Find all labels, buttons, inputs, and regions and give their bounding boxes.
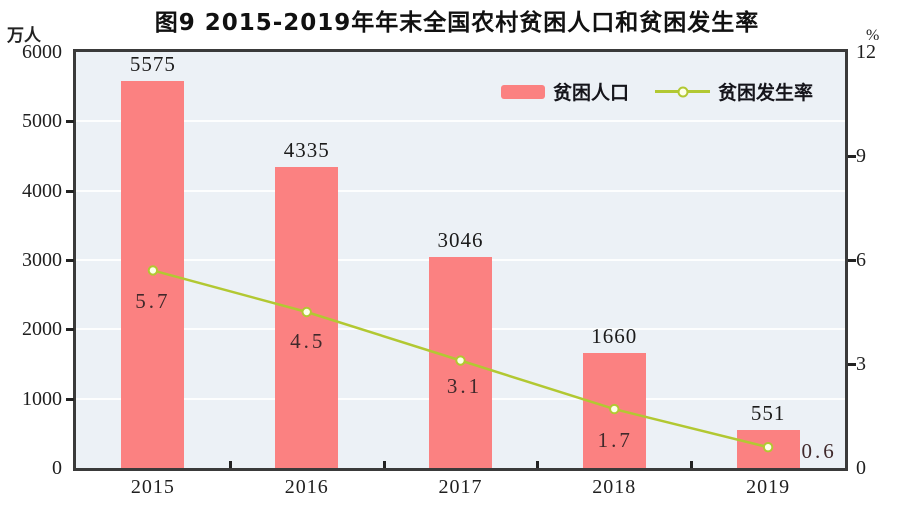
legend: 贫困人口 贫困发生率: [501, 78, 813, 105]
line-series-swatch-icon: [655, 86, 711, 97]
gridline: [76, 120, 845, 123]
bar-value-label: 4335: [283, 138, 330, 163]
rate-value-label: 1.7: [597, 428, 633, 453]
bar-value-label: 551: [750, 400, 786, 425]
y-tick-label-left: 2000: [22, 318, 62, 341]
rate-value-label: 0.6: [801, 439, 837, 464]
x-tick-mark: [382, 461, 386, 468]
right-axis-unit: %: [866, 27, 880, 44]
rate-value-label: 3.1: [446, 373, 483, 398]
y-tick-mark-left: [66, 189, 74, 193]
y-tick-mark-left: [66, 120, 74, 124]
line-marker-icon: [677, 86, 689, 97]
plot-area: 5575 4335 3046 1660 551 5.7 4.5 3.1 1.7 0.6 贫困人口 …: [73, 49, 848, 471]
bar-value-label: 1660: [591, 323, 638, 348]
chart-title: 图9 2015-2019年年末全国农村贫困人口和贫困发生率: [154, 10, 760, 36]
y-tick-label-left: 4000: [22, 179, 62, 202]
line-marker-icon: [609, 403, 620, 415]
x-tick-label: 2016: [284, 476, 329, 498]
y-tick-label-right: 12: [856, 41, 876, 63]
y-tick-label-right: 6: [856, 249, 866, 271]
x-tick-label: 2018: [592, 476, 637, 498]
y-tick-label-left: 5000: [22, 110, 62, 133]
bar-series-swatch-icon: [501, 84, 545, 99]
x-tick-mark: [228, 461, 232, 468]
legend-item-poverty-population: 贫困人口: [501, 78, 629, 105]
bar-value-label: 3046: [437, 227, 484, 252]
legend-item-poverty-rate: 贫困发生率: [655, 78, 813, 105]
y-tick-mark-left: [66, 397, 74, 401]
line-marker-icon: [301, 306, 312, 318]
y-tick-mark-left: [66, 259, 74, 262]
left-axis-unit: 万人: [7, 26, 41, 46]
rate-value-label: 5.7: [135, 289, 171, 314]
x-tick-label: 2019: [746, 476, 791, 498]
line-series: [147, 265, 774, 453]
y-tick-label-left: 0: [52, 457, 62, 479]
y-tick-label-right: 9: [856, 145, 866, 167]
gridline: [76, 189, 845, 192]
rate-value-label: 4.5: [290, 329, 326, 353]
y-tick-label-left: 1000: [22, 387, 62, 410]
bar-value-label: 5575: [129, 52, 176, 77]
y-tick-label-right: 0: [856, 457, 866, 479]
legend-label: 贫困人口: [553, 82, 630, 104]
line-marker-icon: [147, 265, 159, 276]
line-marker-icon: [762, 442, 774, 453]
line-marker-icon: [455, 355, 466, 366]
y-tick-label-left: 6000: [22, 41, 62, 63]
legend-label: 贫困发生率: [718, 82, 814, 104]
x-tick-mark: [536, 461, 540, 468]
x-tick-label: 2017: [438, 476, 483, 498]
y-tick-mark-right: [848, 259, 856, 262]
y-tick-mark-right: [848, 363, 856, 366]
y-tick-label-left: 3000: [22, 249, 62, 271]
x-tick-label: 2015: [130, 476, 175, 498]
y-tick-label-right: 3: [856, 353, 866, 375]
x-tick-mark: [690, 461, 694, 468]
y-tick-mark-right: [848, 155, 856, 158]
y-tick-mark-left: [66, 328, 74, 332]
